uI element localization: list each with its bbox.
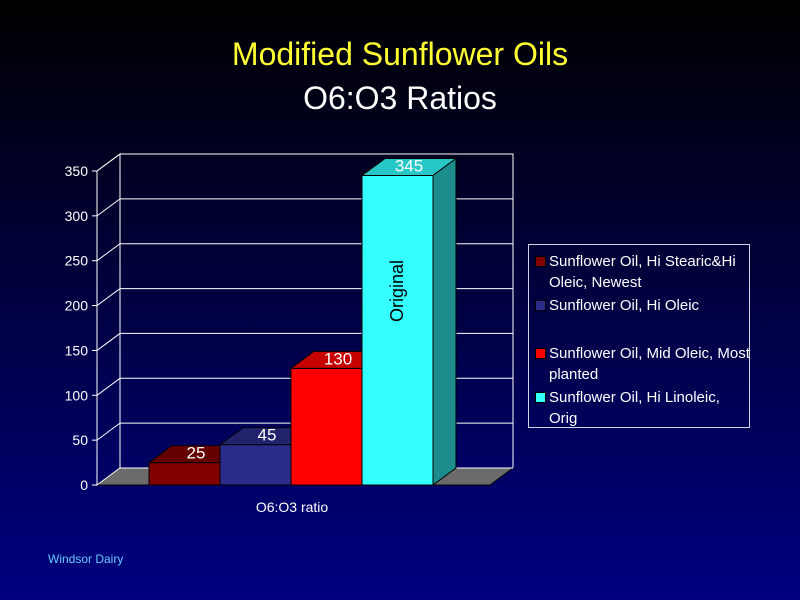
x-category-label: O6:O3 ratio [256,499,329,515]
legend-swatch [535,256,546,267]
data-label: 45 [258,426,277,445]
bar-side [432,157,457,486]
legend-swatch [535,300,546,311]
y-tick-label: 50 [72,432,88,448]
legend-label: Sunflower Oil, Mid Oleic, Most planted [549,345,750,383]
legend-label: Sunflower Oil, Hi Stearic&Hi Oleic, Newe… [549,253,736,291]
legend-label: Sunflower Oil, Hi Linoleic, Orig [549,389,720,427]
side-wall [96,153,121,486]
bar-front [148,462,221,486]
gridline [96,153,513,172]
bar-front [290,367,363,486]
y-tick-label: 150 [65,342,89,358]
data-label: 25 [187,444,206,463]
y-tick-label: 100 [65,387,89,403]
legend-label: Sunflower Oil, Hi Oleic [549,297,700,314]
y-tick-label: 250 [65,253,89,269]
chart-title: Modified Sunflower Oils [231,36,569,72]
data-label: 130 [324,349,352,368]
footer-credit: Windsor Dairy [48,552,124,566]
chart-legend: Sunflower Oil, Hi Stearic&Hi Oleic, Newe… [528,244,750,428]
y-tick-label: 0 [80,477,88,493]
y-tick-label: 200 [65,298,89,314]
y-tick-label: 350 [65,163,89,179]
bar-front [361,174,434,486]
data-label: 345 [395,156,423,175]
bar-front [219,444,292,486]
bar-annotation: Original [387,260,407,322]
legend-swatch [535,348,546,359]
legend-swatch [535,392,546,403]
chart-subtitle: O6:O3 Ratios [303,80,497,116]
y-tick-label: 300 [65,208,89,224]
